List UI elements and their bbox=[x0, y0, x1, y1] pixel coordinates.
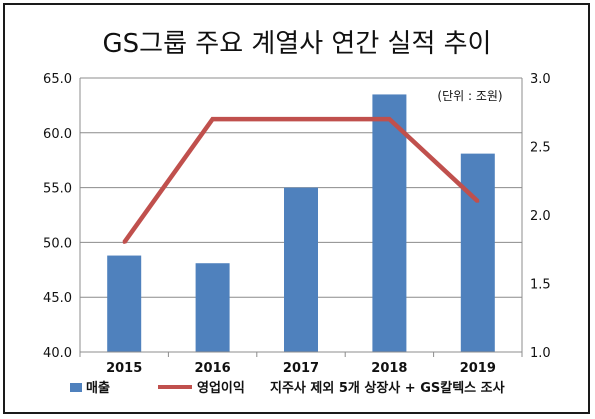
chart-title: GS그룹 주요 계열사 연간 실적 추이 bbox=[103, 29, 492, 59]
y-right-tick-label: 3.0 bbox=[530, 72, 551, 87]
bar-revenue bbox=[284, 187, 318, 352]
y-right-tick-label: 1.5 bbox=[530, 278, 551, 293]
point-operating-profit bbox=[211, 117, 215, 121]
y-left-tick-label: 50.0 bbox=[43, 236, 72, 251]
x-tick-label: 2019 bbox=[460, 361, 496, 376]
legend-label-operating-profit: 영업이익 bbox=[197, 380, 245, 396]
y-left-tick-label: 60.0 bbox=[43, 127, 72, 142]
y-right-tick-label: 1.0 bbox=[530, 346, 551, 361]
y-left-tick-label: 65.0 bbox=[43, 72, 72, 87]
point-operating-profit bbox=[476, 199, 480, 203]
x-tick-label: 2018 bbox=[371, 361, 407, 376]
bar-revenue bbox=[107, 255, 142, 352]
legend-label-revenue: 매출 bbox=[86, 380, 110, 396]
footnote: 지주사 제외 5개 상장사 + GS칼텍스 조사 bbox=[270, 380, 505, 396]
legend: 매출 영업이익 bbox=[70, 380, 245, 396]
bar-revenue bbox=[460, 153, 495, 352]
x-tick-label: 2016 bbox=[195, 361, 231, 376]
y-left-tick-label: 40.0 bbox=[43, 346, 72, 361]
legend-swatch-revenue bbox=[70, 383, 82, 392]
bar-revenue bbox=[372, 94, 407, 352]
y-right-tick-label: 2.5 bbox=[530, 141, 551, 156]
point-operating-profit bbox=[299, 117, 303, 121]
line-series bbox=[122, 116, 480, 244]
y-left-tick-label: 55.0 bbox=[43, 182, 72, 197]
x-tick-label: 2017 bbox=[283, 361, 319, 376]
bar-revenue bbox=[195, 263, 230, 352]
point-operating-profit bbox=[387, 117, 391, 121]
y-right-tick-label: 2.0 bbox=[530, 209, 551, 224]
axes: 40.0 45.0 50.0 55.0 60.0 65.0 1.0 1.5 2.0 2.5 3.0 2… bbox=[43, 72, 551, 376]
x-tick-label: 2015 bbox=[106, 361, 142, 376]
point-operating-profit bbox=[122, 240, 126, 244]
bar-series bbox=[107, 94, 495, 352]
unit-note: (단위 : 조원) bbox=[437, 89, 502, 103]
y-left-tick-label: 45.0 bbox=[43, 291, 72, 306]
